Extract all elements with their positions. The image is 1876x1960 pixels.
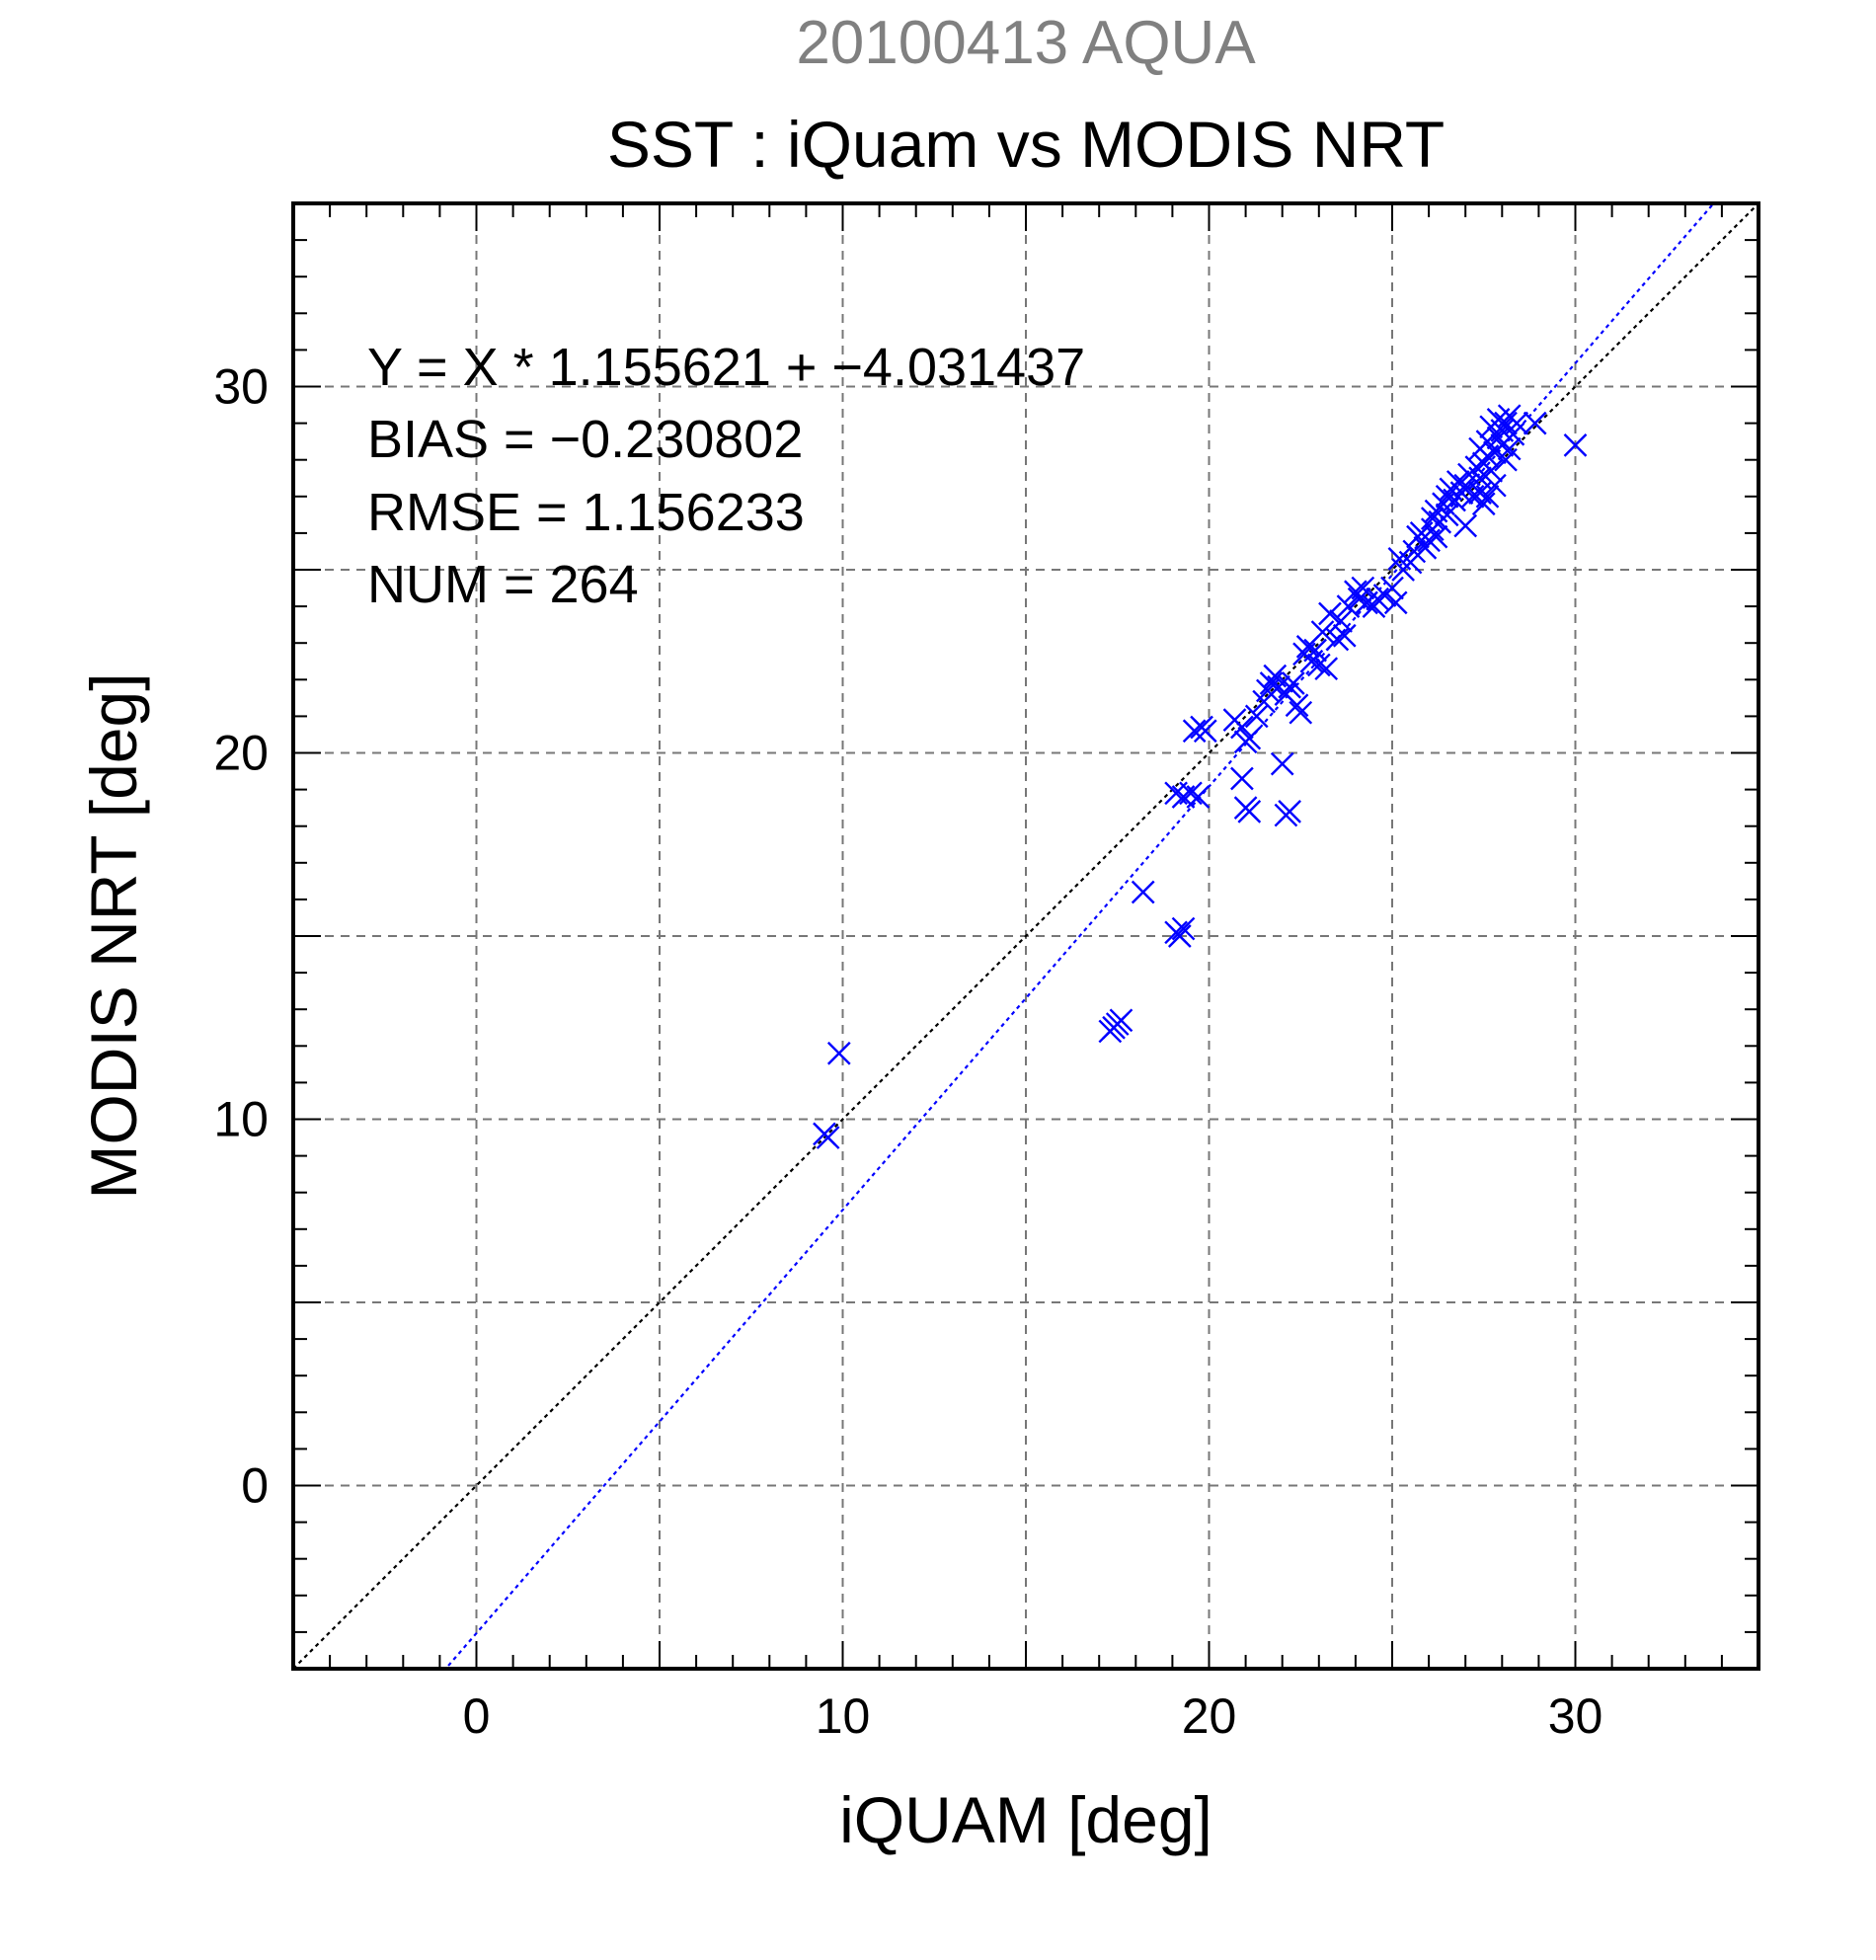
data-point-x-marker — [1329, 609, 1353, 633]
data-point-x-marker — [1314, 657, 1339, 681]
data-point-x-marker — [1475, 484, 1500, 509]
grid-lines — [293, 203, 1759, 1669]
data-point-x-marker — [1289, 700, 1313, 725]
x-tick-labels: 0 10 20 30 — [463, 1688, 1603, 1744]
data-point-x-marker — [1420, 507, 1445, 530]
data-point-x-marker — [1318, 601, 1342, 626]
x-tick-label: 0 — [463, 1688, 491, 1744]
data-point-x-marker — [1483, 473, 1507, 498]
data-point-x-marker — [1182, 719, 1207, 744]
data-point-x-marker — [1523, 411, 1547, 435]
axis-ticks — [293, 203, 1759, 1669]
data-point-x-marker — [1171, 916, 1196, 941]
y-tick-label: 20 — [213, 726, 269, 781]
x-axis-label: iQUAM [deg] — [839, 1783, 1212, 1856]
data-point-x-marker — [1259, 671, 1284, 695]
identity-line — [293, 203, 1759, 1669]
y-tick-labels: 0 10 20 30 — [213, 359, 269, 1514]
data-point-x-marker — [1424, 524, 1448, 549]
x-tick-label: 20 — [1182, 1688, 1237, 1744]
data-point-x-marker — [1494, 411, 1518, 435]
data-point-x-marker — [826, 1041, 851, 1065]
data-point-x-marker — [1131, 880, 1155, 904]
stats-num: NUM = 264 — [367, 555, 639, 614]
stats-rmse: RMSE = 1.156233 — [367, 483, 805, 542]
data-point-x-marker — [1167, 924, 1192, 948]
data-point-x-marker — [1332, 623, 1357, 648]
data-point-x-marker — [1230, 766, 1254, 791]
data-point-x-marker — [1351, 576, 1375, 600]
x-tick-label: 10 — [816, 1688, 871, 1744]
data-point-x-marker — [1479, 458, 1504, 483]
data-point-x-marker — [1435, 503, 1459, 527]
y-axis-label: MODIS NRT [deg] — [77, 672, 150, 1199]
data-point-x-marker — [1505, 411, 1528, 435]
data-point-x-marker — [1244, 704, 1269, 729]
data-point-x-marker — [1366, 587, 1390, 611]
data-point-x-marker — [1435, 484, 1459, 509]
chart-supertitle: 20100413 AQUA — [796, 9, 1256, 77]
data-points — [813, 404, 1588, 1149]
data-point-x-marker — [1237, 726, 1262, 750]
y-tick-label: 10 — [213, 1092, 269, 1147]
y-tick-label: 30 — [213, 359, 269, 415]
data-point-x-marker — [1310, 620, 1335, 644]
y-tick-label: 0 — [241, 1458, 269, 1514]
data-point-x-marker — [1336, 594, 1361, 618]
x-tick-label: 30 — [1548, 1688, 1603, 1744]
stats-bias: BIAS = −0.230802 — [367, 410, 803, 469]
stats-annotation: Y = X * 1.155621 + −4.031437 BIAS = −0.2… — [367, 338, 1085, 614]
data-point-x-marker — [1453, 513, 1478, 538]
data-point-x-marker — [1563, 433, 1588, 457]
plot-frame — [291, 201, 1760, 1671]
data-point-x-marker — [1179, 781, 1203, 806]
data-point-x-marker — [1303, 638, 1327, 663]
data-point-x-marker — [1383, 590, 1408, 615]
data-point-x-marker — [816, 1126, 840, 1149]
data-point-x-marker — [1105, 1012, 1130, 1036]
data-point-x-marker — [1237, 800, 1262, 823]
data-point-x-marker — [1270, 751, 1294, 776]
data-point-x-marker — [1230, 715, 1254, 740]
data-point-x-marker — [1193, 719, 1217, 744]
data-point-x-marker — [1471, 492, 1496, 516]
data-point-x-marker — [1186, 785, 1211, 809]
data-point-x-marker — [1380, 576, 1404, 600]
chart-title: SST : iQuam vs MODIS NRT — [607, 108, 1445, 181]
stats-equation: Y = X * 1.155621 + −4.031437 — [367, 338, 1085, 397]
data-point-x-marker — [1278, 800, 1301, 823]
data-point-x-marker — [1306, 653, 1331, 677]
data-point-x-marker — [1325, 627, 1350, 652]
data-point-x-marker — [1285, 693, 1309, 718]
data-point-x-marker — [1497, 436, 1522, 461]
data-point-x-marker — [1281, 671, 1305, 695]
